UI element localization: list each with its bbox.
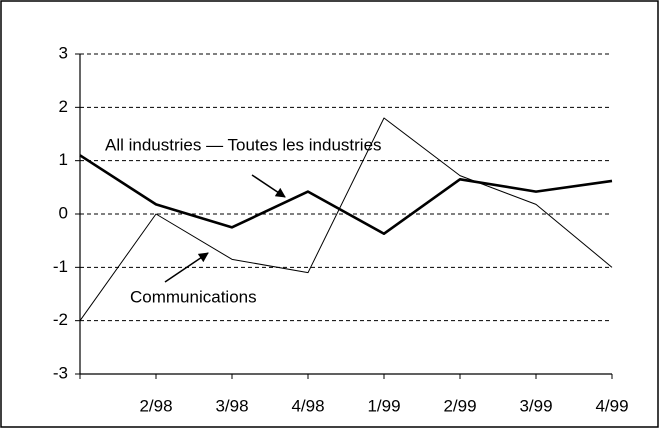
y-tick-label: -3 bbox=[53, 363, 68, 382]
series-label: Communications bbox=[130, 287, 257, 306]
y-tick-label: -1 bbox=[53, 257, 68, 276]
annotation-arrow bbox=[164, 252, 209, 283]
y-tick-label: 2 bbox=[59, 97, 68, 116]
x-tick-label: 4/99 bbox=[595, 396, 628, 415]
y-tick-label: 1 bbox=[59, 150, 68, 169]
y-tick-label: 0 bbox=[59, 203, 68, 222]
y-tick-label: 3 bbox=[59, 43, 68, 62]
x-tick-label: 3/98 bbox=[215, 396, 248, 415]
series-line bbox=[79, 117, 613, 321]
x-tick-label: 3/99 bbox=[519, 396, 552, 415]
series-line bbox=[79, 154, 613, 236]
x-tick-label: 2/98 bbox=[139, 396, 172, 415]
x-tick-label: 1/99 bbox=[367, 396, 400, 415]
annotation-arrow bbox=[251, 174, 286, 198]
y-tick-label: -2 bbox=[53, 310, 68, 329]
x-tick-label: 2/99 bbox=[443, 396, 476, 415]
series-label: All industries — Toutes les industries bbox=[105, 135, 382, 154]
x-tick-label: 4/98 bbox=[291, 396, 324, 415]
